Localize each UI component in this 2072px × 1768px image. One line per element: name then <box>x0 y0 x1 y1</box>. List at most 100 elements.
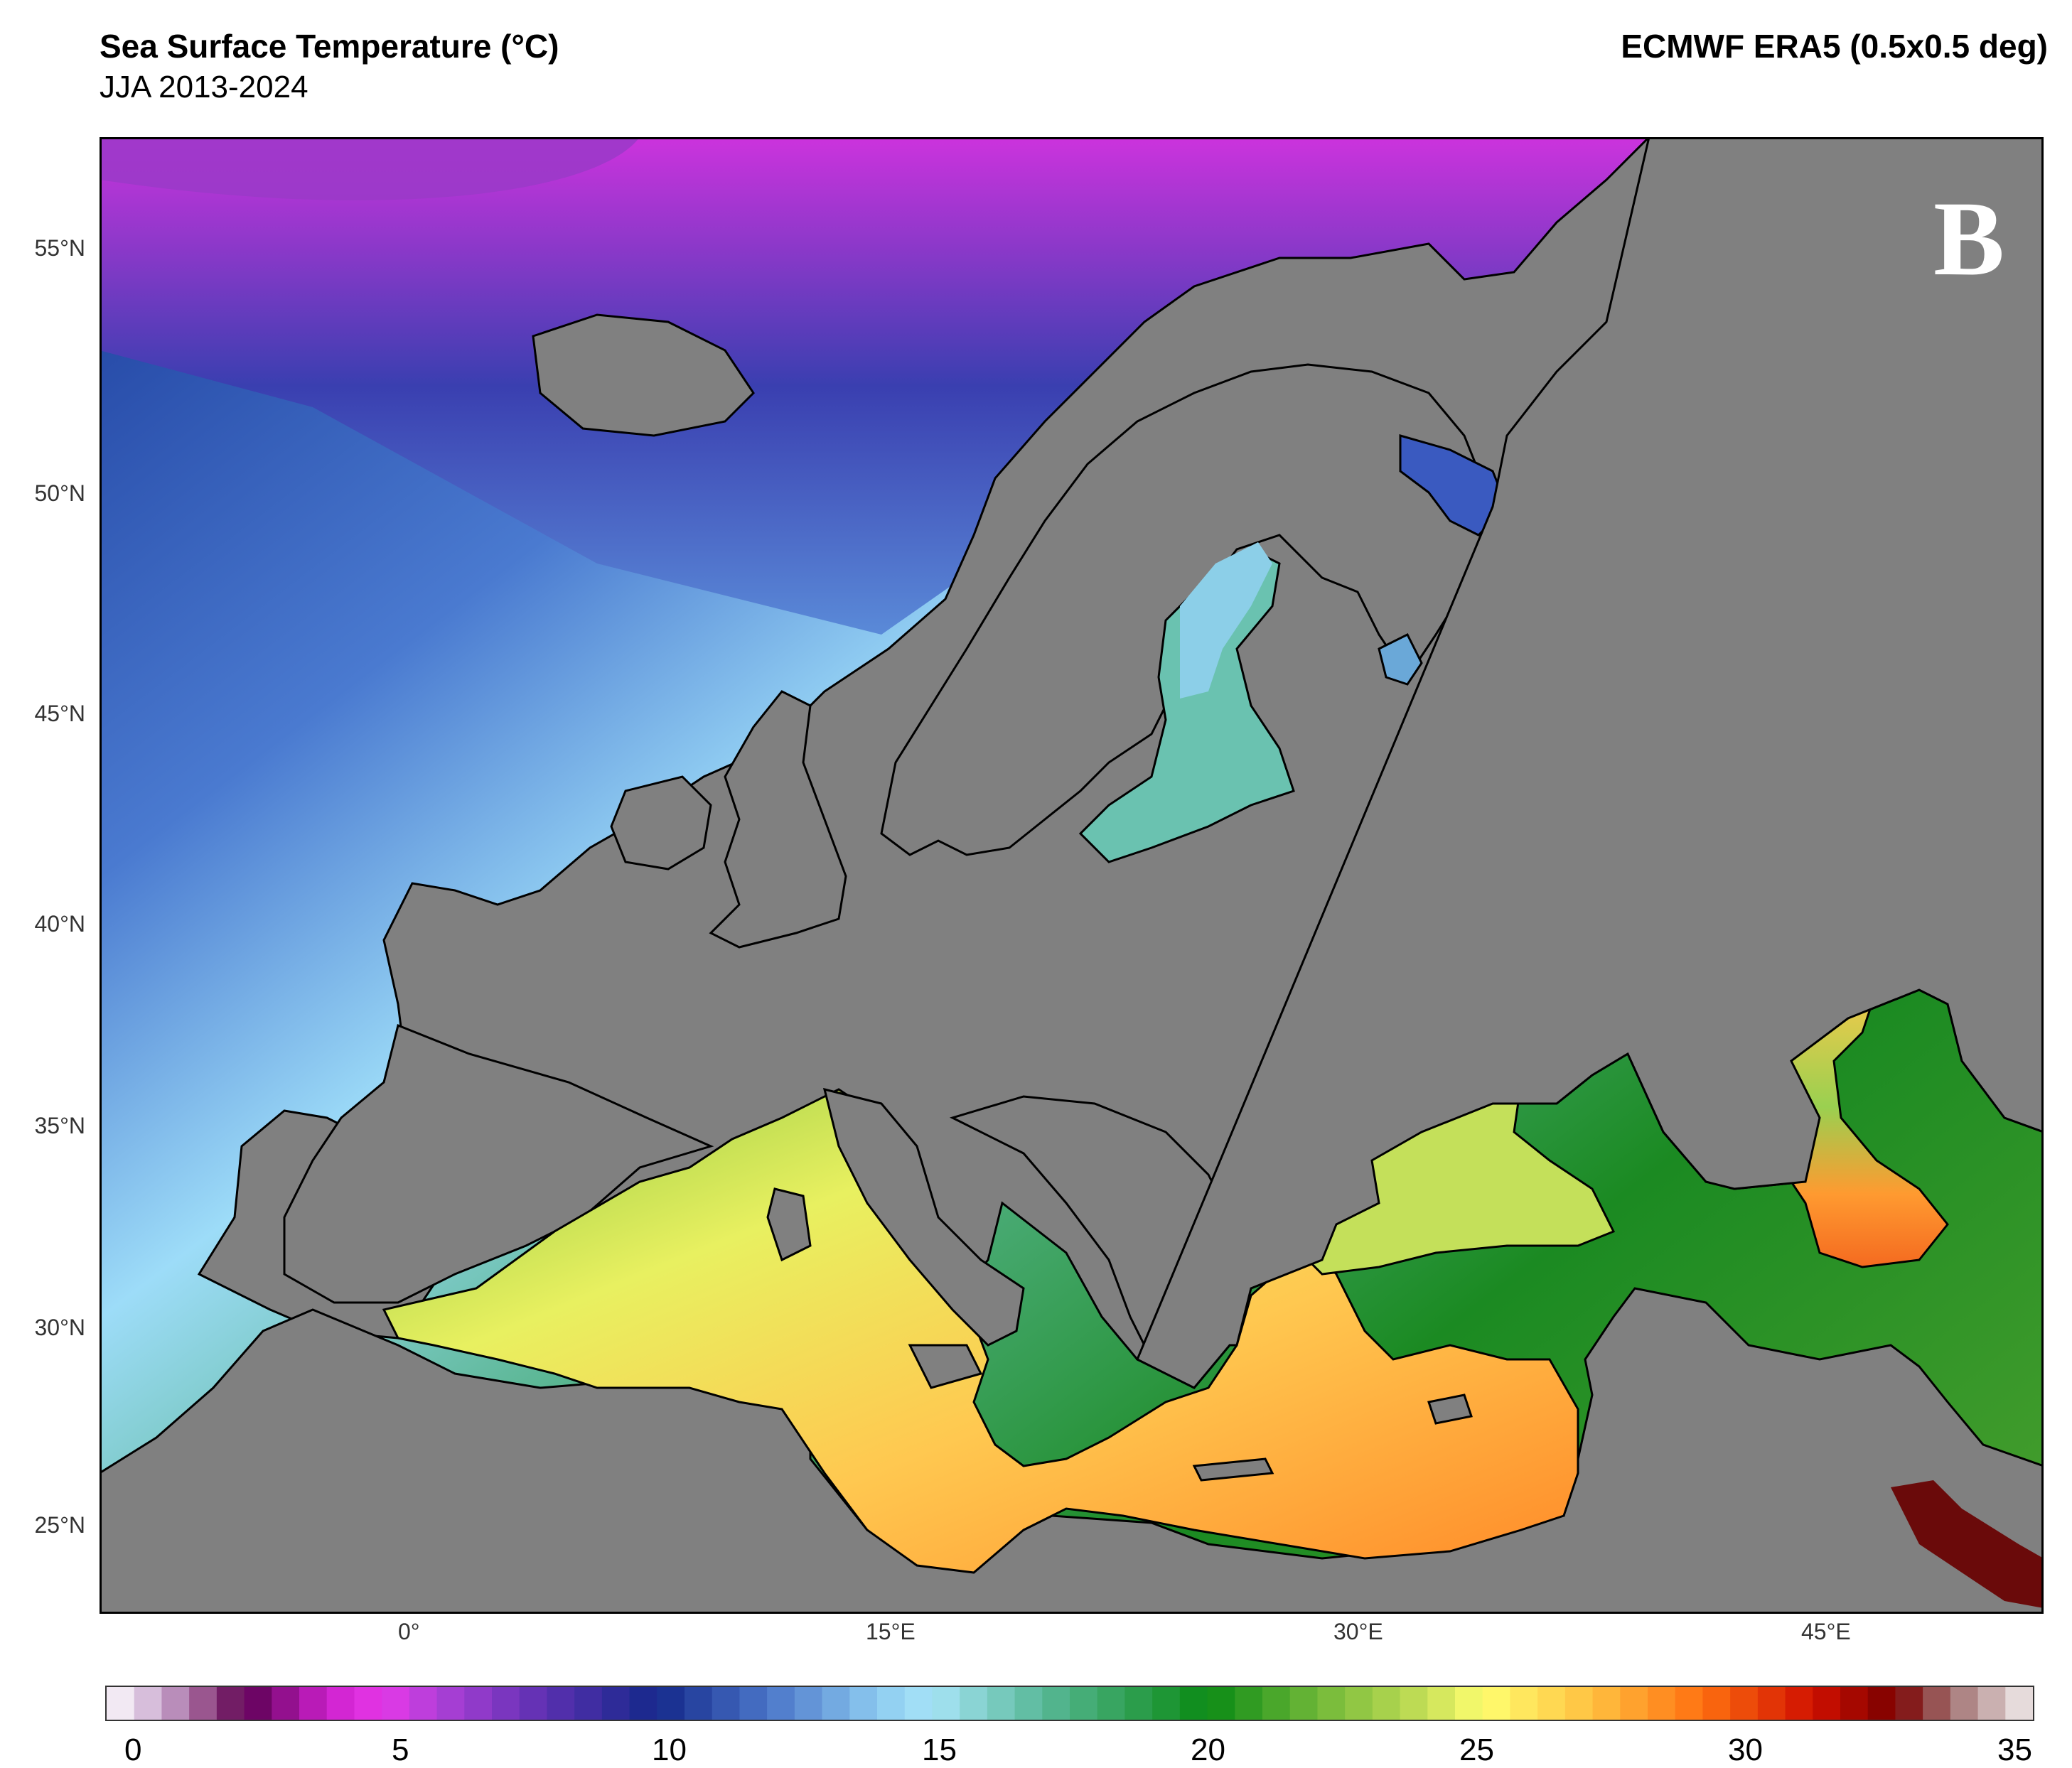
colorbar-swatch <box>1124 1686 1153 1720</box>
land-iceland <box>532 313 755 437</box>
colorbar-swatch <box>1372 1686 1401 1720</box>
colorbar-swatch <box>1014 1686 1043 1720</box>
map-frame <box>100 137 2044 1614</box>
colorbar-swatch <box>354 1686 382 1720</box>
colorbar-label-35: 35 <box>1997 1732 2032 1767</box>
lon-label-45e: 45°E <box>1801 1619 1851 1644</box>
colorbar-swatch <box>1537 1686 1566 1720</box>
colorbar-swatch <box>409 1686 438 1720</box>
colorbar-swatch <box>244 1686 272 1720</box>
colorbar-label-5: 5 <box>392 1732 409 1767</box>
colorbar-swatch <box>464 1686 493 1720</box>
colorbar-swatch <box>1427 1686 1456 1720</box>
colorbar-swatch <box>272 1686 300 1720</box>
land-cyprus <box>1427 1394 1473 1425</box>
map-subtitle: JJA 2013-2024 <box>100 70 308 104</box>
colorbar-swatch <box>1510 1686 1538 1720</box>
colorbar-swatch <box>767 1686 795 1720</box>
colorbar-swatch <box>1400 1686 1428 1720</box>
colorbar-swatch <box>849 1686 878 1720</box>
colorbar-label-30: 30 <box>1728 1732 1763 1767</box>
colorbar-swatch <box>436 1686 465 1720</box>
colorbar <box>105 1686 2034 1721</box>
lat-label-50n: 50°N <box>34 480 86 506</box>
colorbar-label-10: 10 <box>652 1732 687 1767</box>
colorbar-swatch <box>822 1686 850 1720</box>
colorbar-swatch <box>794 1686 823 1720</box>
colorbar-swatch <box>1317 1686 1346 1720</box>
colorbar-swatch <box>1867 1686 1896 1720</box>
lat-label-45n: 45°N <box>34 701 86 726</box>
colorbar-swatch <box>1675 1686 1703 1720</box>
colorbar-swatch <box>1895 1686 1923 1720</box>
land-iberia <box>283 1023 714 1304</box>
colorbar-swatch <box>1235 1686 1263 1720</box>
colorbar-swatch <box>1620 1686 1648 1720</box>
colorbar-swatch <box>1289 1686 1318 1720</box>
colorbar-label-20: 20 <box>1191 1732 1225 1767</box>
colorbar-swatch <box>877 1686 906 1720</box>
colorbar-swatch <box>1813 1686 1841 1720</box>
lat-label-40n: 40°N <box>34 911 86 937</box>
colorbar-swatch <box>960 1686 988 1720</box>
colorbar-label-25: 25 <box>1459 1732 1494 1767</box>
land-ireland <box>610 775 712 870</box>
colorbar-swatch <box>1070 1686 1098 1720</box>
colorbar-swatch <box>519 1686 547 1720</box>
colorbar-swatch <box>1648 1686 1676 1720</box>
colorbar-swatch <box>216 1686 245 1720</box>
colorbar-swatch <box>2005 1686 2034 1720</box>
colorbar-swatch <box>657 1686 685 1720</box>
colorbar-label-0: 0 <box>124 1732 142 1767</box>
gulf-of-bothnia <box>1180 542 1272 699</box>
colorbar-swatch <box>1840 1686 1869 1720</box>
lon-label-0: 0° <box>398 1619 420 1644</box>
colorbar-swatch <box>1757 1686 1786 1720</box>
lat-label-35n: 35°N <box>34 1113 86 1138</box>
colorbar-swatch <box>629 1686 657 1720</box>
colorbar-swatch <box>685 1686 713 1720</box>
lat-label-55n: 55°N <box>34 235 86 261</box>
colorbar-swatch <box>739 1686 768 1720</box>
colorbar-swatch <box>1564 1686 1594 1720</box>
colorbar-swatch <box>1950 1686 1979 1720</box>
colorbar-swatch <box>712 1686 740 1720</box>
colorbar-swatch <box>547 1686 575 1720</box>
colorbar-swatch <box>574 1686 603 1720</box>
colorbar-swatch <box>1455 1686 1483 1720</box>
lon-label-15e: 15°E <box>866 1619 916 1644</box>
colorbar-swatch <box>987 1686 1016 1720</box>
land-asia <box>1136 137 2044 1389</box>
lake-ladoga <box>1378 632 1423 686</box>
colorbar-swatch <box>1262 1686 1291 1720</box>
norwegian-barents-sea <box>100 137 1649 635</box>
map-title: Sea Surface Temperature (°C) <box>100 28 559 65</box>
colorbar-swatch <box>107 1686 135 1720</box>
colorbar-swatch <box>1207 1686 1235 1720</box>
colorbar-swatch <box>382 1686 410 1720</box>
colorbar-swatch <box>189 1686 218 1720</box>
colorbar-swatch <box>904 1686 933 1720</box>
colorbar-swatch <box>1730 1686 1759 1720</box>
persian-gulf <box>1891 1480 2044 1608</box>
land-sicily <box>908 1344 983 1389</box>
colorbar-swatch <box>1592 1686 1621 1720</box>
lat-label-30n: 30°N <box>34 1315 86 1340</box>
colorbar-swatch <box>1923 1686 1951 1720</box>
white-sea <box>1399 434 1508 537</box>
colorbar-swatch <box>492 1686 520 1720</box>
colorbar-frame <box>105 1686 2034 1721</box>
land-great-britain <box>709 690 847 949</box>
data-source: ECMWF ERA5 (0.5x0.5 deg) <box>1621 28 2048 65</box>
colorbar-swatch <box>1152 1686 1181 1720</box>
land-sardinia <box>766 1187 812 1262</box>
colorbar-swatch <box>134 1686 162 1720</box>
lat-label-25n: 25°N <box>34 1512 86 1538</box>
colorbar-swatch <box>161 1686 190 1720</box>
land-crete <box>1192 1457 1274 1482</box>
sst-map <box>100 137 2044 1614</box>
colorbar-swatch <box>1977 1686 2006 1720</box>
colorbar-swatch <box>1097 1686 1125 1720</box>
colorbar-swatch <box>1785 1686 1813 1720</box>
lon-label-30e: 30°E <box>1333 1619 1383 1644</box>
